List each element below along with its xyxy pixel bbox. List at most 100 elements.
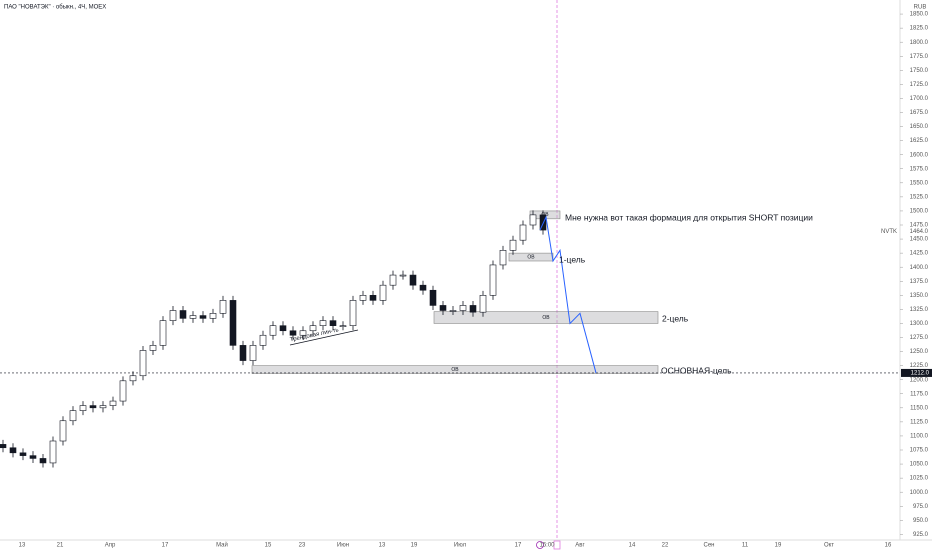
y-tick-label: 1650.0 xyxy=(910,124,929,130)
x-tick-label: 22 xyxy=(662,543,669,549)
candle-body xyxy=(79,405,87,411)
candle-body xyxy=(0,444,7,449)
trend-line xyxy=(289,329,359,346)
x-tick-label: 19 xyxy=(411,543,418,549)
candle-body xyxy=(29,455,37,459)
candle-body xyxy=(509,239,517,251)
y-tick-label: 1725.0 xyxy=(910,82,929,88)
annotation: 2-цель xyxy=(662,313,689,323)
x-tick-label: Май xyxy=(216,542,228,549)
candle-body xyxy=(439,305,447,311)
annotation: 1-цель xyxy=(559,254,586,264)
y-tick-label: 1100.0 xyxy=(910,434,929,440)
candle-body xyxy=(109,400,117,406)
candle-body xyxy=(489,264,497,296)
ob-zone xyxy=(251,365,659,374)
candle-body xyxy=(139,350,147,377)
ob-zone xyxy=(433,311,659,324)
candle-body xyxy=(319,320,327,326)
y-tick-label: 1325.0 xyxy=(910,307,929,313)
y-tick-label: 1525.0 xyxy=(910,194,929,200)
candle-body xyxy=(249,345,257,361)
candle-body xyxy=(379,284,387,301)
y-tick-label: 925.0 xyxy=(913,532,929,538)
x-tick-label: 15 xyxy=(265,543,272,549)
x-tick-label: 19 xyxy=(775,543,782,549)
candle-body xyxy=(149,345,157,351)
x-tick-label: Сен xyxy=(704,543,715,549)
x-tick-label: Окт xyxy=(824,543,834,549)
x-tick-label: 17 xyxy=(162,543,169,549)
projection-line xyxy=(539,215,597,374)
y-tick-label: 1400.0 xyxy=(910,265,929,271)
y-tick-label: 1175.0 xyxy=(910,391,929,397)
candle-body xyxy=(69,410,77,422)
y-tick-label: 1675.0 xyxy=(910,110,929,116)
candle-body xyxy=(339,325,347,327)
candle-body xyxy=(89,405,97,409)
candle-body xyxy=(369,295,377,301)
x-tick-label: 16 xyxy=(885,543,892,549)
candle-body xyxy=(349,300,357,326)
candle-body xyxy=(19,452,27,456)
candle-body xyxy=(409,274,417,286)
level-tag xyxy=(901,368,932,377)
symbol-label: NVTK xyxy=(881,229,897,235)
candle-body xyxy=(179,310,187,319)
candle-body xyxy=(389,274,397,286)
y-tick-label: 1375.0 xyxy=(910,279,929,285)
currency: RUB xyxy=(914,5,927,11)
candle-body xyxy=(219,300,227,314)
candle-body xyxy=(119,380,127,402)
candle-body xyxy=(169,310,177,321)
candle-body xyxy=(9,447,17,454)
y-tick-label: 1125.0 xyxy=(910,419,929,425)
candle-body xyxy=(499,250,507,266)
x-tick-label: 11 xyxy=(742,543,749,549)
candle-body xyxy=(529,214,537,226)
x-tick-label: Июн xyxy=(337,543,349,549)
y-tick-label: 1350.0 xyxy=(910,293,929,299)
candle-body xyxy=(329,320,337,326)
x-tick-label: 17 xyxy=(515,543,522,549)
annotation: Мне нужна вот такая формация для открыти… xyxy=(565,212,813,222)
candle-body xyxy=(49,440,57,464)
candle-body xyxy=(399,274,407,277)
annotation: ОСНОВНАЯ-цель xyxy=(661,365,732,375)
x-tick-label: Июл xyxy=(454,543,467,549)
candle-body xyxy=(429,289,437,306)
y-tick-label: 1775.0 xyxy=(910,54,929,60)
candle-body xyxy=(59,420,67,442)
y-tick-label: 1075.0 xyxy=(910,448,929,454)
y-tick-label: 1475.0 xyxy=(910,223,929,229)
candle-body xyxy=(419,284,427,291)
candle-body xyxy=(459,305,467,311)
candle-body xyxy=(229,300,237,346)
y-tick-label: 975.0 xyxy=(913,504,929,510)
y-tick-label: 1225.0 xyxy=(910,363,929,369)
event-icon[interactable] xyxy=(553,540,561,550)
x-tick-label: Апр xyxy=(105,543,116,549)
y-tick-label: 1600.0 xyxy=(910,152,929,158)
y-tick-label: 950.0 xyxy=(913,518,929,524)
y-tick-label: 1750.0 xyxy=(910,68,929,74)
candle-body xyxy=(199,315,207,319)
chart-title: ПАО "НОВАТЭК" · обыкн., 4Ч, MOEX xyxy=(4,5,106,11)
candle-body xyxy=(269,325,277,336)
level-label: 1212.0 xyxy=(911,371,930,377)
candle-body xyxy=(189,315,197,319)
candle-body xyxy=(359,295,367,301)
y-tick-label: 1850.0 xyxy=(910,12,929,18)
y-tick-label: 1550.0 xyxy=(910,180,929,186)
ob-label: OB xyxy=(542,315,550,321)
x-tick-label: 13 xyxy=(19,543,26,549)
candle-body xyxy=(289,330,297,336)
candle-body xyxy=(309,325,317,332)
y-tick-label: 1025.0 xyxy=(910,476,929,482)
candle-body xyxy=(299,330,307,336)
candle-body xyxy=(209,313,217,319)
candle-body xyxy=(39,458,47,464)
event-icon[interactable] xyxy=(536,541,544,549)
y-tick-label: 1050.0 xyxy=(910,462,929,468)
candle-body xyxy=(159,320,167,346)
